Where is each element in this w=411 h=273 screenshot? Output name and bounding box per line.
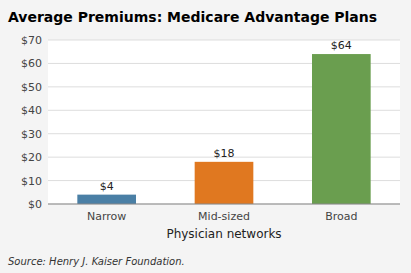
grid-line [48, 204, 400, 205]
chart-svg: $0 $10 $20 $30 $40 $50 $60 $70 $4 $18 $64 Narrow Mid… [0, 0, 411, 273]
y-tick-label: $20 [21, 151, 42, 164]
y-tick-label: $30 [21, 128, 42, 141]
y-tick-label: $60 [21, 57, 42, 70]
title: Average Premiums: Medicare Advantage Pla… [8, 9, 377, 25]
bar [195, 162, 254, 204]
y-tick-label: $70 [21, 34, 42, 47]
bar [77, 195, 136, 204]
x-tick-label: Narrow [87, 210, 126, 223]
source-note: Source: Henry J. Kaiser Foundation. [8, 256, 185, 267]
x-tick-label: Mid-sized [198, 210, 250, 223]
data-label: $64 [331, 39, 352, 52]
chart-container: $0 $10 $20 $30 $40 $50 $60 $70 $4 $18 $64 Narrow Mid… [0, 0, 411, 273]
bars [77, 54, 370, 204]
bar [312, 54, 371, 204]
y-tick-label: $10 [21, 175, 42, 188]
plot-background [48, 40, 400, 204]
y-tick-label: $0 [28, 198, 42, 211]
x-tick-label: Broad [325, 210, 357, 223]
y-tick-label: $40 [21, 104, 42, 117]
data-label: $18 [214, 147, 235, 160]
y-tick-label: $50 [21, 81, 42, 94]
x-axis-line [48, 204, 400, 205]
data-label: $4 [100, 180, 114, 193]
x-axis-label: Physician networks [166, 227, 281, 241]
